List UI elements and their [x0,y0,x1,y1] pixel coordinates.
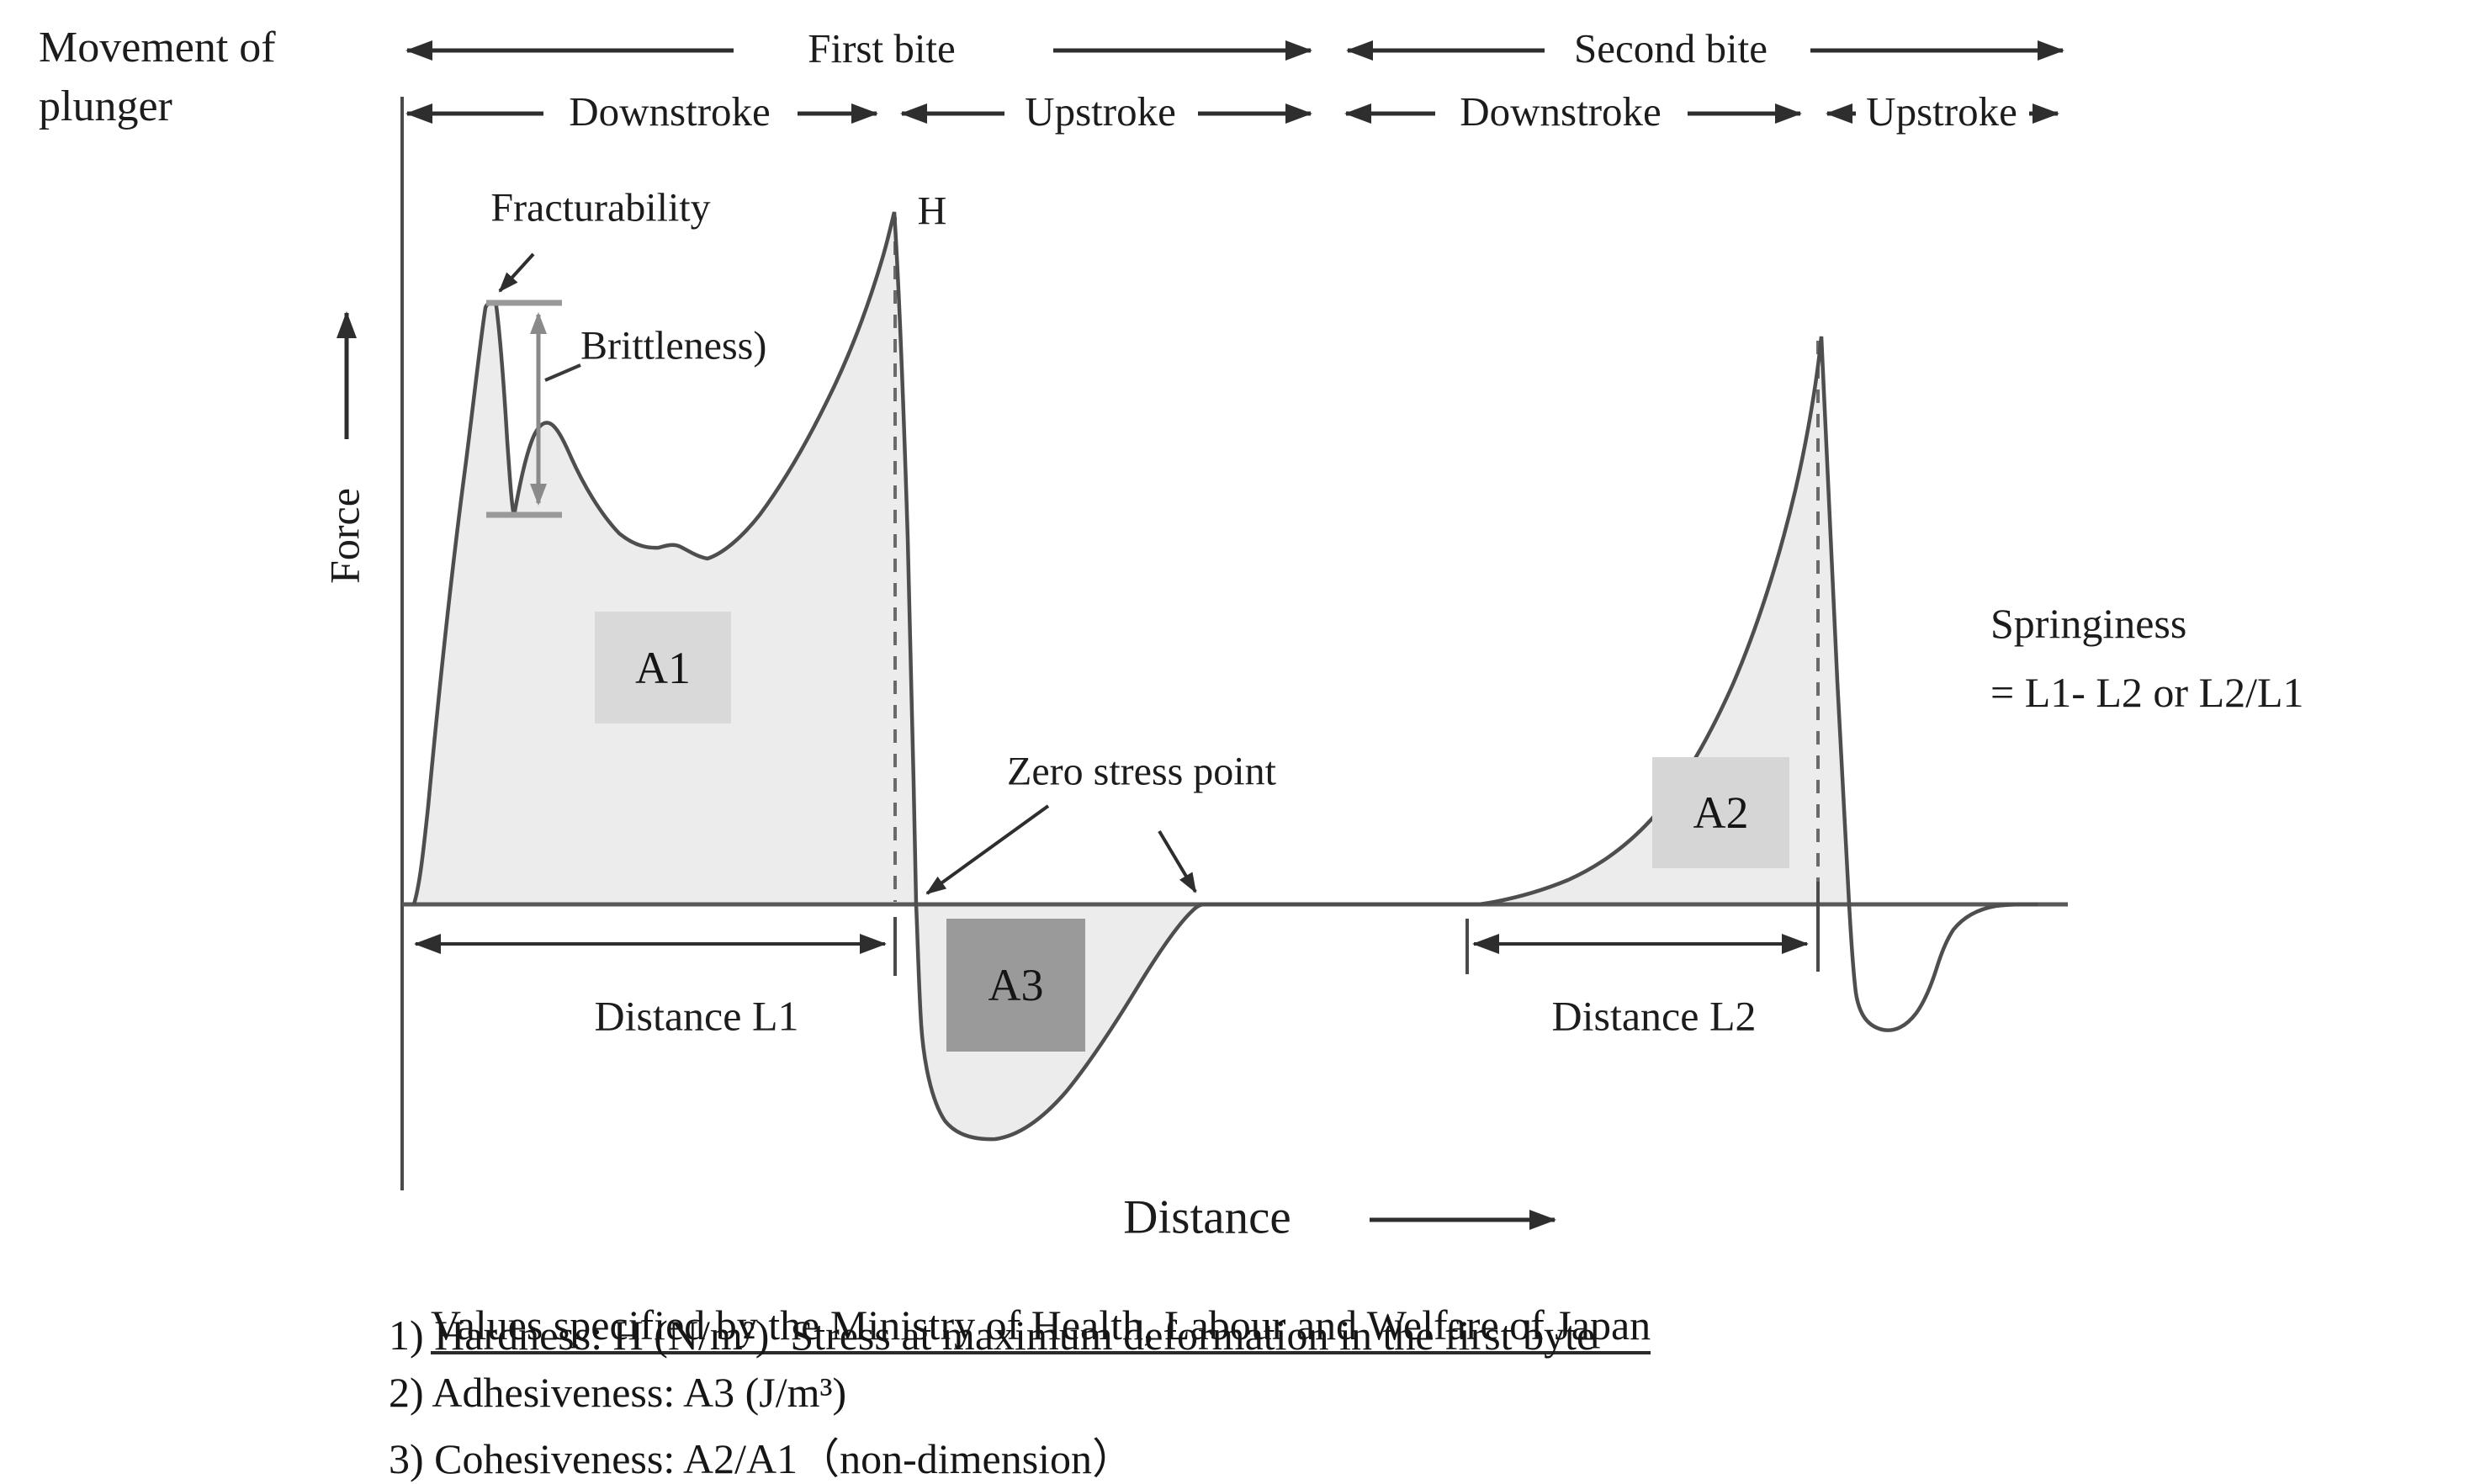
area-a3-label: A3 [988,960,1044,1010]
downstroke1-label: Downstroke [569,88,771,135]
note-item-cohesiveness: 3) Cohesiveness: A2/A1（non-dimension） [389,1435,1135,1482]
area-a3-box: A3 [946,919,1085,1052]
area-a1-fill [414,212,916,904]
first-bite-label: First bite [808,25,956,72]
distance-axis-label: Distance [1123,1190,1291,1244]
zero-stress-left-arrow [925,804,1050,895]
upstroke1-label: Upstroke [1025,88,1176,135]
distance-l2-label: Distance L2 [1551,992,1757,1040]
area-a2-box: A2 [1652,757,1789,868]
force-axis-label: Force [321,488,368,584]
zero-stress-right-arrow [1158,829,1197,893]
notes-heading: Values specified by the Ministry of Heal… [389,1252,1651,1398]
brittleness-connector-line [544,363,581,382]
upstroke2-label: Upstroke [1866,88,2017,135]
second-bite-label: Second bite [1574,25,1768,72]
plunger-label-line1: Movement of [39,24,276,72]
area-a2-label: A2 [1693,787,1749,838]
area-a1-box: A1 [595,612,731,723]
note-item-hardness: 1) Hardness: H (N/m²) Stress at maximum … [389,1312,1596,1359]
distance-l1-label: Distance L1 [594,992,799,1040]
hardness-point-label: H [917,188,947,234]
fracturability-label: Fracturability [490,185,711,231]
notes-heading-text: Values specified by the Ministry of Heal… [431,1301,1651,1354]
fracturability-pointer-arrow [498,252,535,293]
springiness-label-line1: Springiness [1990,600,2187,647]
springiness-label-line2: = L1- L2 or L2/L1 [1990,669,2304,716]
force-curve [411,211,2038,1142]
zero-stress-label: Zero stress point [1007,749,1276,794]
area-a1-label: A1 [635,642,691,693]
downstroke2-label: Downstroke [1460,88,1662,135]
brittleness-label: Brittleness) [580,323,767,368]
plunger-label-line2: plunger [39,82,172,130]
note-item-adhesiveness: 2) Adhesiveness: A3 (J/m³) [389,1369,847,1416]
